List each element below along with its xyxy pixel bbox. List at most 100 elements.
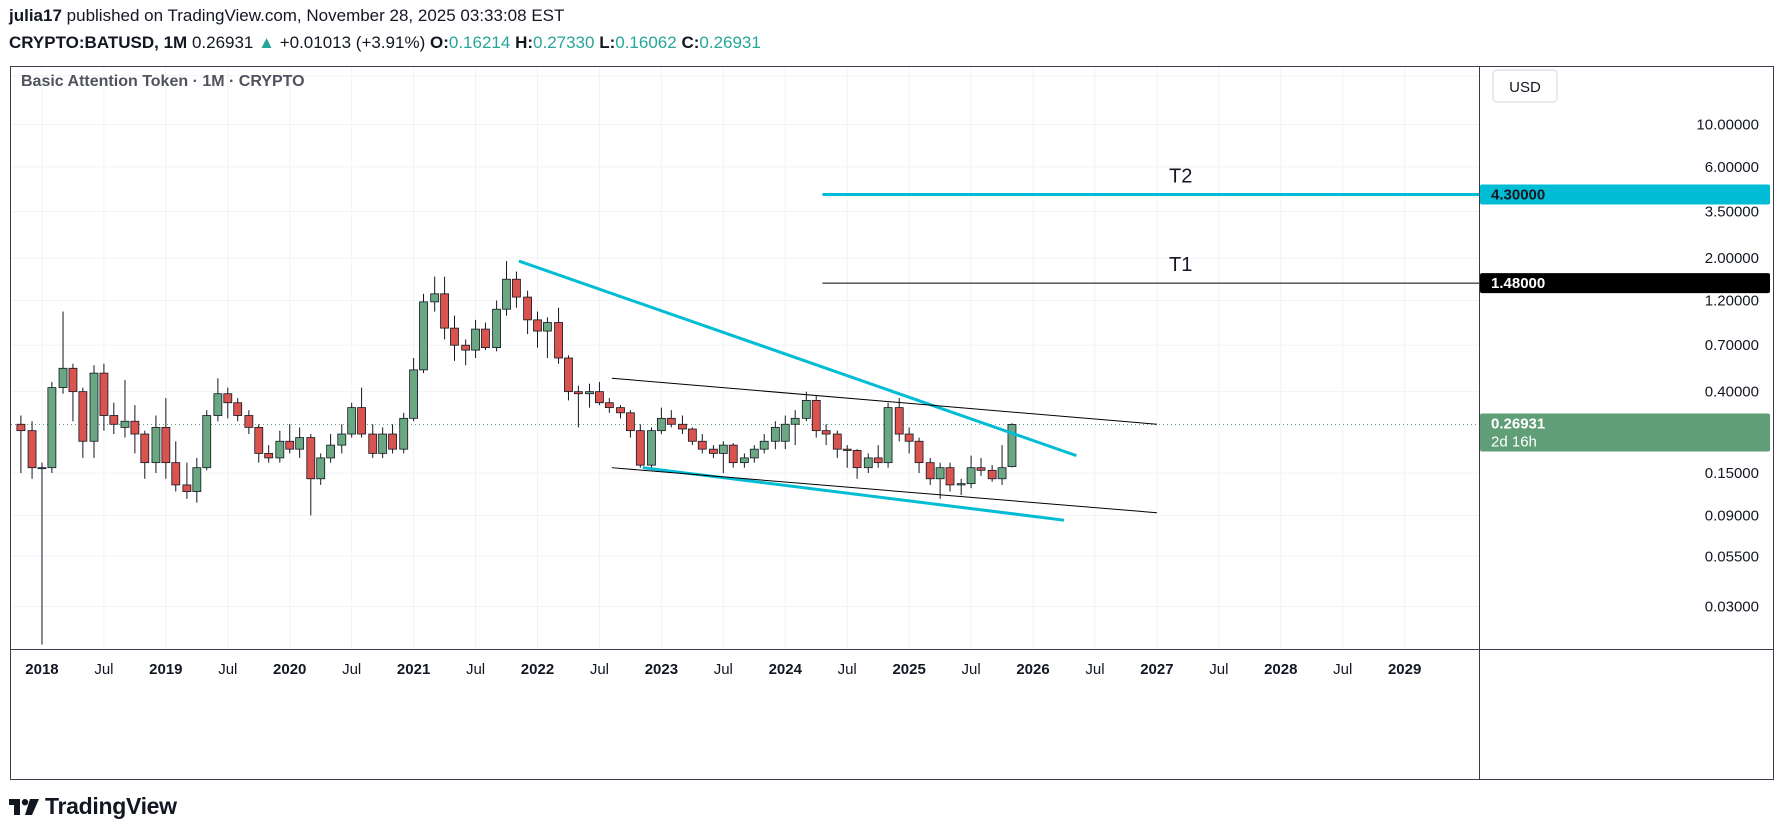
- candle-body: [585, 391, 594, 395]
- candle-body: [151, 426, 161, 464]
- candle-body: [883, 407, 893, 464]
- price-badge: [1480, 184, 1770, 205]
- candle-body: [357, 407, 366, 435]
- candle-body: [604, 402, 614, 409]
- candle-body: [852, 450, 862, 469]
- candle-body: [678, 423, 687, 430]
- candle-body: [89, 372, 99, 442]
- candle-body: [171, 462, 181, 486]
- candle-body: [832, 433, 842, 450]
- target-label-t1: T1: [1169, 254, 1192, 276]
- y-tick-label: 2.00000: [1705, 250, 1759, 267]
- x-tick-label: Jul: [1085, 661, 1104, 678]
- candle-body: [347, 407, 357, 435]
- x-tick-label: 2025: [892, 661, 925, 678]
- high-label: H:: [515, 33, 534, 52]
- candle-body: [109, 415, 119, 425]
- tradingview-logo-icon: [9, 798, 39, 815]
- candle-body: [461, 344, 471, 351]
- last-price: 0.26931: [191, 33, 254, 52]
- x-tick-label: 2022: [521, 661, 554, 678]
- price-badge: [1480, 413, 1770, 452]
- candle-body: [626, 412, 635, 432]
- candle-body: [27, 430, 37, 469]
- price-badge-label: 0.26931: [1491, 415, 1545, 432]
- candle-body: [99, 372, 109, 416]
- publish-info: julia17 published on TradingView.com, No…: [9, 6, 564, 26]
- candle-body: [223, 393, 233, 404]
- tradingview-logo[interactable]: TradingView: [9, 793, 177, 820]
- y-tick-label: 0.05500: [1705, 548, 1759, 565]
- x-tick-label: 2023: [645, 661, 678, 678]
- candle-body: [573, 391, 583, 395]
- candle-body: [863, 457, 873, 469]
- candle-body: [58, 367, 68, 388]
- candle-body: [78, 391, 88, 442]
- x-tick-label: Jul: [838, 661, 857, 678]
- candle-body: [739, 457, 749, 464]
- y-tick-label: 3.50000: [1705, 204, 1759, 221]
- x-tick-label: 2027: [1140, 661, 1173, 678]
- candle-body: [749, 448, 759, 459]
- candle-body: [635, 430, 645, 466]
- candle-body: [987, 469, 997, 480]
- x-tick-label: Jul: [1333, 661, 1352, 678]
- candle-body: [770, 426, 780, 442]
- candle-body: [192, 467, 202, 492]
- candle-body: [709, 448, 718, 454]
- candle-body: [16, 423, 26, 432]
- candle-body: [616, 407, 625, 414]
- price-badge-label: 1.48000: [1491, 275, 1545, 292]
- candle-body: [666, 417, 676, 425]
- candle-body: [956, 483, 966, 486]
- x-tick-label: 2029: [1388, 661, 1421, 678]
- candle-body: [295, 437, 305, 450]
- candle-body: [811, 399, 821, 432]
- candle-body: [966, 467, 976, 485]
- candle-body: [316, 457, 326, 480]
- symbol-label[interactable]: CRYPTO:BATUSD, 1M: [9, 33, 188, 52]
- candle-body: [368, 433, 378, 454]
- trendline-channel-upper: [611, 377, 1157, 425]
- chart-frame: Basic Attention Token · 1M · CRYPTO T2 T1 U…: [10, 66, 1774, 780]
- x-tick-label: 2026: [1016, 661, 1049, 678]
- x-tick-label: 2021: [397, 661, 430, 678]
- candle-body: [430, 293, 440, 303]
- candle-body: [254, 426, 264, 454]
- candle-body: [647, 430, 656, 466]
- candle-body: [502, 278, 511, 310]
- candle-body: [471, 328, 480, 351]
- x-tick-label: Jul: [218, 661, 237, 678]
- price-change: +0.01013 (+3.91%): [279, 33, 426, 52]
- candle-body: [976, 467, 986, 471]
- author-name[interactable]: julia17: [9, 6, 62, 25]
- x-tick-label: 2020: [273, 661, 306, 678]
- open-value: 0.16214: [448, 33, 511, 52]
- candle-body: [564, 357, 573, 393]
- candle-body: [213, 393, 223, 416]
- close-label: C:: [681, 33, 700, 52]
- candle-body: [264, 453, 274, 459]
- candle-body: [801, 399, 811, 419]
- candle-body: [873, 457, 883, 464]
- y-tick-label: 0.70000: [1705, 337, 1759, 354]
- y-tick-label: 1.20000: [1705, 292, 1759, 309]
- candle-body: [595, 391, 604, 404]
- candle-body: [533, 319, 542, 332]
- candle-body: [935, 467, 945, 480]
- candle-body: [759, 440, 769, 450]
- x-tick-label: Jul: [94, 661, 113, 678]
- candle-body: [821, 430, 831, 435]
- publish-text: published on TradingView.com, November 2…: [66, 6, 565, 25]
- candle-body: [512, 278, 521, 298]
- candle-body: [68, 367, 78, 393]
- x-tick-label: Jul: [466, 661, 485, 678]
- x-tick-label: Jul: [961, 661, 980, 678]
- x-tick-label: 2024: [769, 661, 803, 678]
- candle-body: [450, 327, 459, 346]
- price-chart[interactable]: Basic Attention Token · 1M · CRYPTO T2 T1 U…: [11, 67, 1773, 779]
- candle-body: [140, 433, 150, 464]
- trendline-channel-lower: [611, 467, 1157, 514]
- x-tick-label: Jul: [714, 661, 733, 678]
- y-tick-label: 0.03000: [1705, 599, 1759, 616]
